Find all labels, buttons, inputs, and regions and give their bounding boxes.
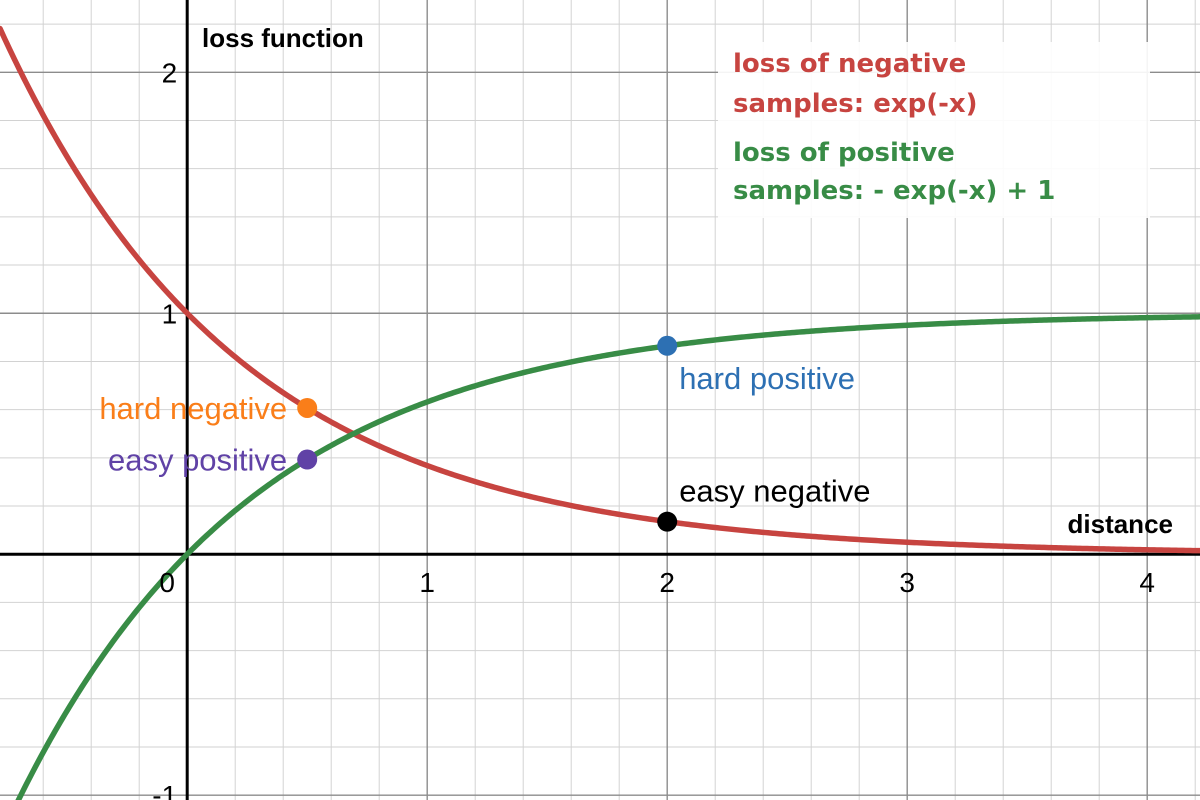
x-tick-label: 2 [659, 567, 675, 598]
point-label: easy positive [108, 443, 287, 478]
x-tick-label: 1 [419, 567, 435, 598]
legend-entry: loss of positive [733, 138, 955, 168]
point-label: hard negative [99, 391, 287, 426]
legend-entry: samples: - exp(-x) + 1 [733, 176, 1055, 206]
y-tick-label: -1 [152, 780, 177, 800]
point-hard-negative [297, 397, 318, 418]
y-tick-label: 1 [162, 298, 178, 329]
point-easy-negative [657, 511, 678, 532]
series-line-positive [15, 314, 1200, 800]
legend-box [718, 42, 1150, 218]
series-line-negative [0, 25, 1200, 554]
legend: loss of negative samples: exp(-x) loss of … [718, 42, 1150, 218]
point-label: easy negative [679, 474, 870, 509]
x-tick-label: 0 [159, 567, 175, 598]
point-hard-positive [657, 335, 678, 356]
x-tick-label: 3 [899, 567, 915, 598]
y-axis-title: loss function [202, 23, 364, 53]
legend-entry: loss of negative [733, 49, 966, 79]
series-layer [0, 25, 1200, 800]
x-tick-label: 4 [1139, 567, 1155, 598]
point-easy-positive [297, 449, 318, 470]
x-axis-title: distance [1068, 509, 1174, 539]
legend-entry: samples: exp(-x) [733, 89, 978, 119]
y-tick-label: 2 [162, 57, 178, 88]
point-label: hard positive [679, 361, 855, 396]
tick-labels: 0 1 2 3 4 2 1 -1 [152, 57, 1155, 800]
points-layer: hard negative easy positive hard positive e… [99, 335, 871, 532]
